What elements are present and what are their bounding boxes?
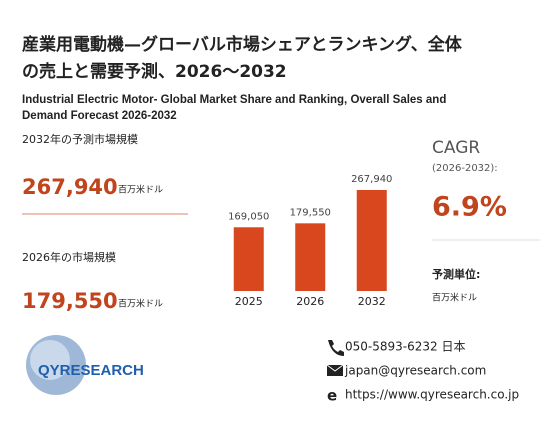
mail-icon [326,364,344,372]
stat-label: 2032年の予測市場規模 [22,132,138,146]
unit-label: 予測単位: [432,267,480,281]
value-label: 169,050 [228,211,269,222]
x-tick-label: 2026 [296,295,324,308]
stat-label: 2026年の市場規模 [22,250,116,264]
phone: 050-5893-6232 日本 [345,340,465,354]
cagr-value: 6.9% [432,192,507,223]
stat-value: 267,940 [22,175,118,199]
stat-unit: 百万米ドル [118,298,163,310]
contact: 050-5893-6232 日本 japan@qyresearch.com e … [326,340,519,405]
title: の売上と需要予測、2026～2032 [22,61,287,82]
x-tick-label: 2032 [358,295,386,308]
value-label: 267,940 [351,174,392,185]
logo: QYRESEARCH [26,335,144,395]
value-label: 179,550 [290,207,331,218]
web: https://www.qyresearch.co.jp [345,388,519,402]
title: 産業用電動機—グローバル市場シェアとランキング、全体 [22,34,463,55]
stat-unit: 百万米ドル [118,184,163,196]
bar [356,190,387,291]
cagr-period: (2026-2032): [432,163,498,174]
subtitle: Industrial Electric Motor- Global Market… [22,94,446,106]
x-tick-label: 2025 [235,295,263,308]
web-icon: e [327,387,337,405]
logo-text: QYRESEARCH [38,362,144,379]
unit: 百万米ドル [432,292,477,304]
subtitle: Demand Forecast 2026-2032 [22,110,177,122]
cagr-label: CAGR [432,138,480,158]
email: japan@qyresearch.com [344,364,486,378]
stat-value: 179,550 [22,289,118,313]
bar [233,227,264,291]
bar [295,223,326,291]
logo-globe [30,340,70,380]
phone-icon [328,340,344,356]
